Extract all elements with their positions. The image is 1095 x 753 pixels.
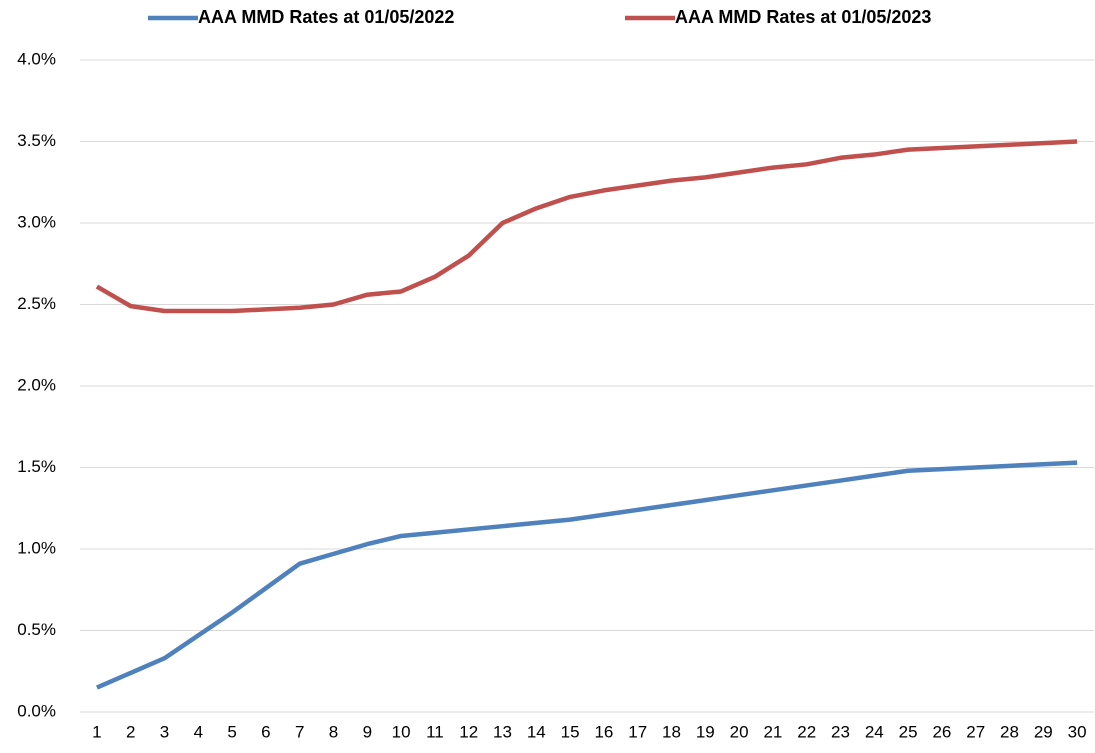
x-tick-label: 20 bbox=[730, 722, 749, 741]
x-tick-label: 12 bbox=[459, 722, 478, 741]
x-tick-label: 24 bbox=[865, 722, 884, 741]
x-tick-label: 2 bbox=[126, 722, 135, 741]
x-tick-label: 29 bbox=[1034, 722, 1053, 741]
x-tick-label: 8 bbox=[329, 722, 338, 741]
x-tick-label: 23 bbox=[831, 722, 850, 741]
y-tick-label: 0.5% bbox=[17, 620, 56, 639]
data-line bbox=[96, 460, 1078, 690]
x-tick-label: 26 bbox=[932, 722, 951, 741]
x-tick-label: 4 bbox=[194, 722, 203, 741]
x-tick-label: 28 bbox=[1000, 722, 1019, 741]
y-tick-label: 3.5% bbox=[17, 131, 56, 150]
data-line bbox=[95, 139, 1078, 314]
x-tick-label: 30 bbox=[1068, 722, 1087, 741]
y-tick-label: 1.5% bbox=[17, 457, 56, 476]
x-tick-label: 9 bbox=[363, 722, 372, 741]
x-tick-label: 14 bbox=[527, 722, 546, 741]
x-tick-label: 16 bbox=[594, 722, 613, 741]
x-tick-label: 19 bbox=[696, 722, 715, 741]
x-tick-label: 7 bbox=[295, 722, 304, 741]
x-tick-label: 5 bbox=[227, 722, 236, 741]
x-tick-label: 22 bbox=[797, 722, 816, 741]
x-tick-label: 1 bbox=[92, 722, 101, 741]
x-tick-label: 18 bbox=[662, 722, 681, 741]
x-tick-label: 21 bbox=[763, 722, 782, 741]
y-tick-label: 1.0% bbox=[17, 538, 56, 557]
x-tick-label: 27 bbox=[966, 722, 985, 741]
x-tick-label: 10 bbox=[392, 722, 411, 741]
y-tick-label: 3.0% bbox=[17, 212, 56, 231]
y-tick-label: 2.5% bbox=[17, 294, 56, 313]
x-tick-label: 11 bbox=[426, 722, 444, 741]
y-tick-label: 4.0% bbox=[17, 49, 56, 68]
x-tick-label: 25 bbox=[899, 722, 918, 741]
x-tick-label: 17 bbox=[628, 722, 647, 741]
y-tick-label: 2.0% bbox=[17, 375, 56, 394]
legend-text: AAA MMD Rates at 01/05/2022 bbox=[198, 7, 454, 27]
x-tick-label: 6 bbox=[261, 722, 270, 741]
y-tick-label: 0.0% bbox=[17, 701, 56, 720]
x-tick-label: 13 bbox=[493, 722, 512, 741]
x-tick-label: 15 bbox=[561, 722, 580, 741]
legend-text: AAA MMD Rates at 01/05/2023 bbox=[675, 7, 931, 27]
x-tick-label: 3 bbox=[160, 722, 169, 741]
